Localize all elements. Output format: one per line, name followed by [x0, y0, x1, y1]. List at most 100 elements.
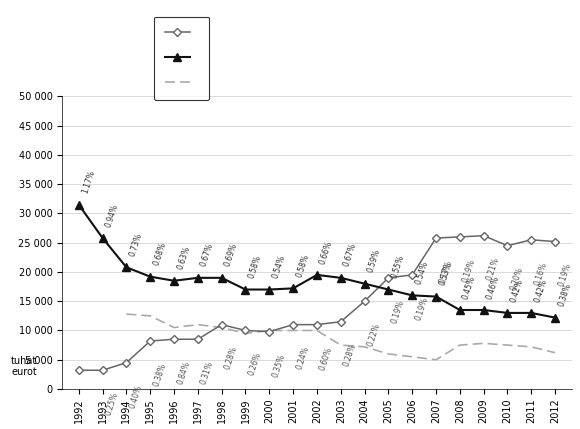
line3 [338, 342, 345, 347]
Text: 0.67%: 0.67% [200, 242, 215, 268]
Text: 0.59%: 0.59% [366, 248, 382, 274]
line1 [75, 368, 82, 373]
Text: 0.42%: 0.42% [532, 278, 549, 303]
line1 [361, 299, 368, 304]
Legend: , , : , , [154, 17, 209, 100]
line3 [218, 325, 225, 330]
line1 [480, 233, 487, 238]
line3 [194, 322, 201, 327]
Line: line2: line2 [75, 200, 559, 322]
Text: 0.28%: 0.28% [223, 345, 239, 371]
line2 [361, 281, 368, 286]
Text: 0.58%: 0.58% [295, 253, 310, 279]
Text: 0.19%: 0.19% [556, 263, 572, 288]
line2 [552, 315, 559, 320]
Text: 0.40%: 0.40% [128, 384, 144, 409]
line2 [75, 202, 82, 207]
line2 [313, 272, 320, 278]
line2 [123, 265, 130, 270]
Text: 0.19%: 0.19% [414, 296, 430, 321]
Text: 0.67%: 0.67% [342, 242, 358, 268]
line3 [123, 311, 130, 317]
Text: 0.31%: 0.31% [200, 360, 215, 386]
Line: line3: line3 [126, 314, 555, 360]
line2 [99, 236, 106, 241]
Text: 0.38%: 0.38% [556, 282, 572, 308]
line1 [289, 322, 296, 327]
Text: 0.94%: 0.94% [104, 202, 120, 228]
line3 [242, 331, 249, 336]
Text: 0.63%: 0.63% [175, 245, 191, 271]
Text: 0.38%: 0.38% [151, 362, 168, 387]
line2 [242, 287, 249, 292]
line3 [361, 344, 368, 350]
line1 [313, 322, 320, 327]
line1 [147, 338, 154, 344]
Text: 0.26%: 0.26% [247, 351, 263, 377]
Text: 0.60%: 0.60% [318, 345, 334, 371]
line1 [409, 272, 416, 278]
Text: 0.19%: 0.19% [390, 299, 406, 324]
Text: 0.66%: 0.66% [318, 239, 334, 265]
Text: tuhat
eurot: tuhat eurot [11, 356, 37, 377]
line1 [123, 360, 130, 365]
line3 [313, 328, 320, 333]
line2 [456, 308, 463, 313]
line1 [552, 239, 559, 244]
Text: 0.46%: 0.46% [485, 275, 501, 300]
Text: 0.19%: 0.19% [461, 258, 477, 283]
line1 [528, 237, 535, 242]
line3 [504, 342, 511, 347]
line1 [456, 234, 463, 239]
Text: 0.35%: 0.35% [271, 353, 287, 378]
Text: 0.69%: 0.69% [223, 242, 239, 268]
line2 [433, 294, 440, 299]
line2 [504, 310, 511, 315]
Text: 0.16%: 0.16% [532, 261, 549, 286]
Text: 0.42%: 0.42% [509, 278, 525, 303]
line1 [99, 368, 106, 373]
Text: 0.54%: 0.54% [414, 260, 430, 286]
Text: 0.58%: 0.58% [247, 254, 263, 280]
Text: 0.53%: 0.53% [437, 261, 454, 287]
Text: 0.21%: 0.21% [485, 257, 501, 282]
Text: 0.45%: 0.45% [461, 275, 477, 300]
line1 [504, 243, 511, 248]
line2 [171, 278, 177, 283]
Text: 0.24%: 0.24% [295, 345, 310, 371]
line2 [409, 293, 416, 298]
Text: 0.55%: 0.55% [390, 254, 406, 280]
Text: 0.28%: 0.28% [342, 342, 358, 368]
Text: 0.84%: 0.84% [175, 360, 191, 386]
line3 [528, 344, 535, 350]
line3 [552, 350, 559, 355]
Text: 1.17%: 1.17% [80, 169, 96, 195]
line1 [266, 329, 273, 334]
Text: 0.68%: 0.68% [151, 242, 168, 267]
line1 [171, 337, 177, 342]
Text: 0.20%: 0.20% [509, 266, 525, 292]
Text: 0.22%: 0.22% [366, 322, 382, 347]
line1 [385, 275, 392, 281]
Text: 0.54%: 0.54% [271, 254, 287, 280]
line2 [147, 274, 154, 279]
line3 [480, 341, 487, 346]
line3 [171, 325, 177, 330]
line2 [218, 275, 225, 281]
Text: 0.25%: 0.25% [104, 391, 120, 417]
line3 [456, 342, 463, 347]
line2 [528, 310, 535, 315]
line2 [338, 275, 345, 281]
line2 [266, 287, 273, 292]
line3 [409, 354, 416, 360]
line2 [480, 308, 487, 313]
line1 [194, 337, 201, 342]
line1 [218, 322, 225, 327]
line3 [289, 328, 296, 333]
Text: 0.17%: 0.17% [437, 259, 454, 284]
line2 [194, 275, 201, 281]
line3 [433, 357, 440, 363]
line3 [385, 351, 392, 356]
line1 [433, 236, 440, 241]
line1 [338, 319, 345, 324]
